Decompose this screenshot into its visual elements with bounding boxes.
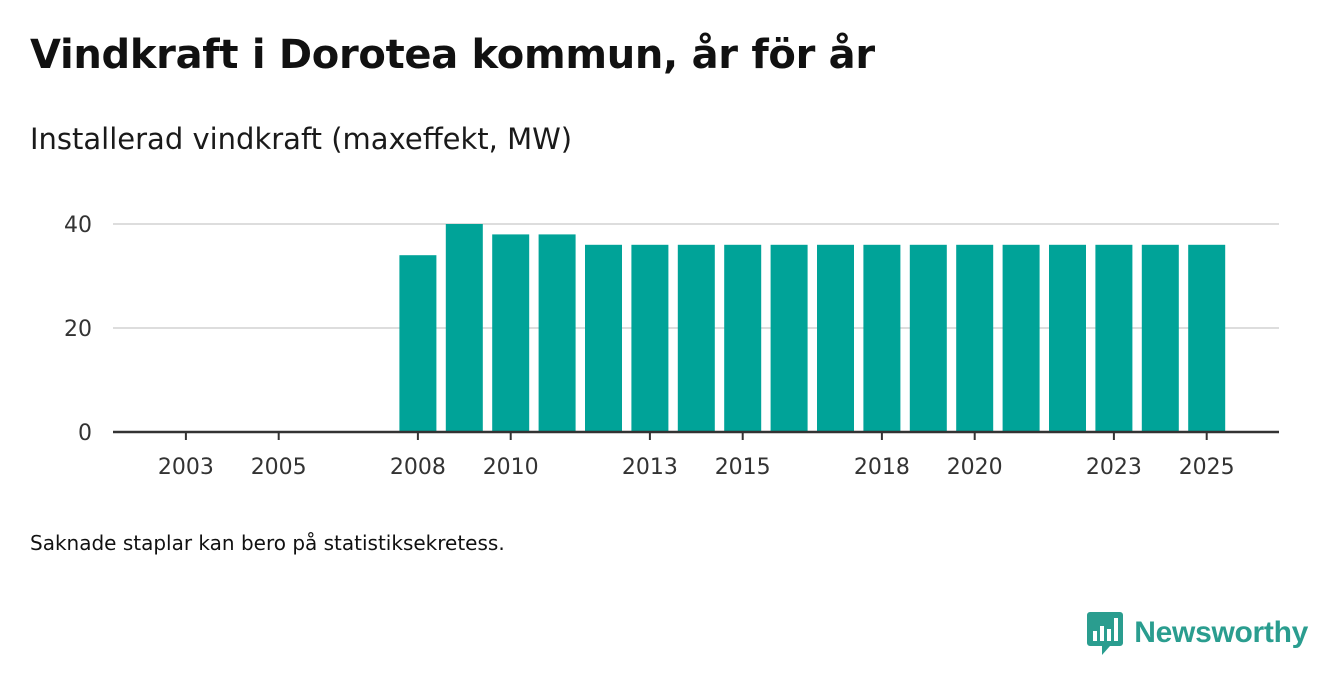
bar [770,244,808,432]
brand-logo: Newsworthy [1086,610,1308,656]
footnote: Saknade staplar kan bero på statistiksek… [30,531,505,555]
x-tick-label: 2003 [158,455,214,480]
bar [492,234,530,432]
y-tick-label: 0 [78,421,92,446]
bar-chart: 0 20 40 2003 2005 2008 2010 2013 2015 2018 2020 202… [64,213,1279,480]
y-tick-label: 20 [64,317,92,342]
bar [538,234,576,432]
bar [631,244,669,432]
x-tick-label: 2010 [483,455,539,480]
newsworthy-logo-icon [1087,612,1124,655]
bar [445,224,483,432]
bar [1095,244,1133,432]
x-tick-label: 2018 [854,455,910,480]
x-tick-label: 2008 [390,455,446,480]
y-tick-label: 40 [64,213,92,238]
x-tick-label: 2025 [1179,455,1235,480]
x-tick-label: 2013 [622,455,678,480]
bar [677,244,715,432]
bar [909,244,947,432]
x-tick-label: 2023 [1086,455,1142,480]
bar [724,244,762,432]
x-tick-label: 2005 [251,455,307,480]
x-tick-label: 2015 [715,455,771,480]
bar [1141,244,1179,432]
chart-title: Vindkraft i Dorotea kommun, år för år [30,32,875,78]
brand-name: Newsworthy [1134,616,1308,649]
bar [863,244,901,432]
x-tick-label: 2020 [947,455,1003,480]
bar [585,244,622,432]
bar [399,255,437,432]
bar [1049,244,1086,432]
bar [956,244,994,432]
bar [1002,244,1040,432]
chart-subtitle: Installerad vindkraft (maxeffekt, MW) [30,122,573,156]
bar [817,244,854,432]
bar [1188,244,1226,432]
